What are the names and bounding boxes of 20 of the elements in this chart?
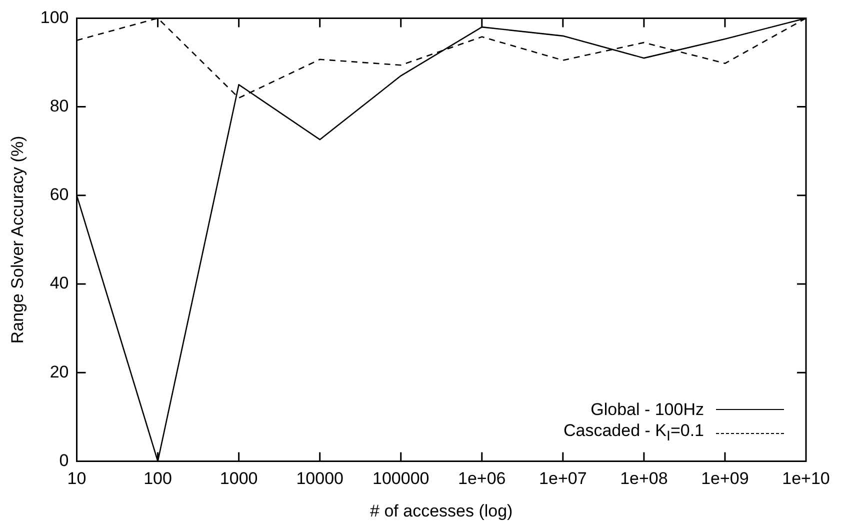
y-tick-label: 40	[50, 274, 69, 293]
x-tick-label: 1e+09	[701, 469, 749, 488]
x-tick-label: 1e+10	[782, 469, 830, 488]
y-axis-title: Range Solver Accuracy (%)	[8, 136, 27, 344]
y-tick-label: 100	[40, 8, 69, 27]
y-tick-label: 80	[50, 96, 69, 116]
legend-label: Cascaded - K$_{I}$=0.1	[564, 420, 704, 446]
y-tick-label: 0	[59, 450, 69, 470]
y-tick-label: 60	[50, 185, 69, 204]
x-tick-label: 100	[144, 469, 172, 488]
x-tick-label: 100000	[372, 469, 430, 488]
y-tick-label: 20	[50, 362, 69, 382]
x-tick-label: 10	[67, 469, 86, 488]
x-tick-label: 1e+08	[620, 469, 668, 488]
x-tick-label: 1e+06	[458, 469, 506, 488]
x-tick-label: 1e+07	[539, 469, 587, 488]
x-tick-label: 1000	[220, 469, 258, 488]
x-axis-title: # of accesses (log)	[370, 501, 513, 520]
x-tick-label: 10000	[296, 469, 344, 488]
legend-label: Global - 100Hz	[590, 398, 704, 420]
